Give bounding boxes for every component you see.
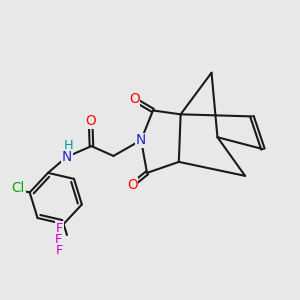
Text: Cl: Cl	[12, 181, 25, 195]
Text: O: O	[129, 92, 140, 106]
Text: O: O	[127, 178, 137, 192]
Text: F: F	[56, 244, 63, 257]
Text: F: F	[54, 233, 62, 246]
Text: F: F	[56, 222, 63, 235]
Text: O: O	[85, 114, 96, 128]
Text: H: H	[64, 139, 73, 152]
Text: N: N	[136, 133, 146, 147]
Text: N: N	[62, 150, 72, 164]
